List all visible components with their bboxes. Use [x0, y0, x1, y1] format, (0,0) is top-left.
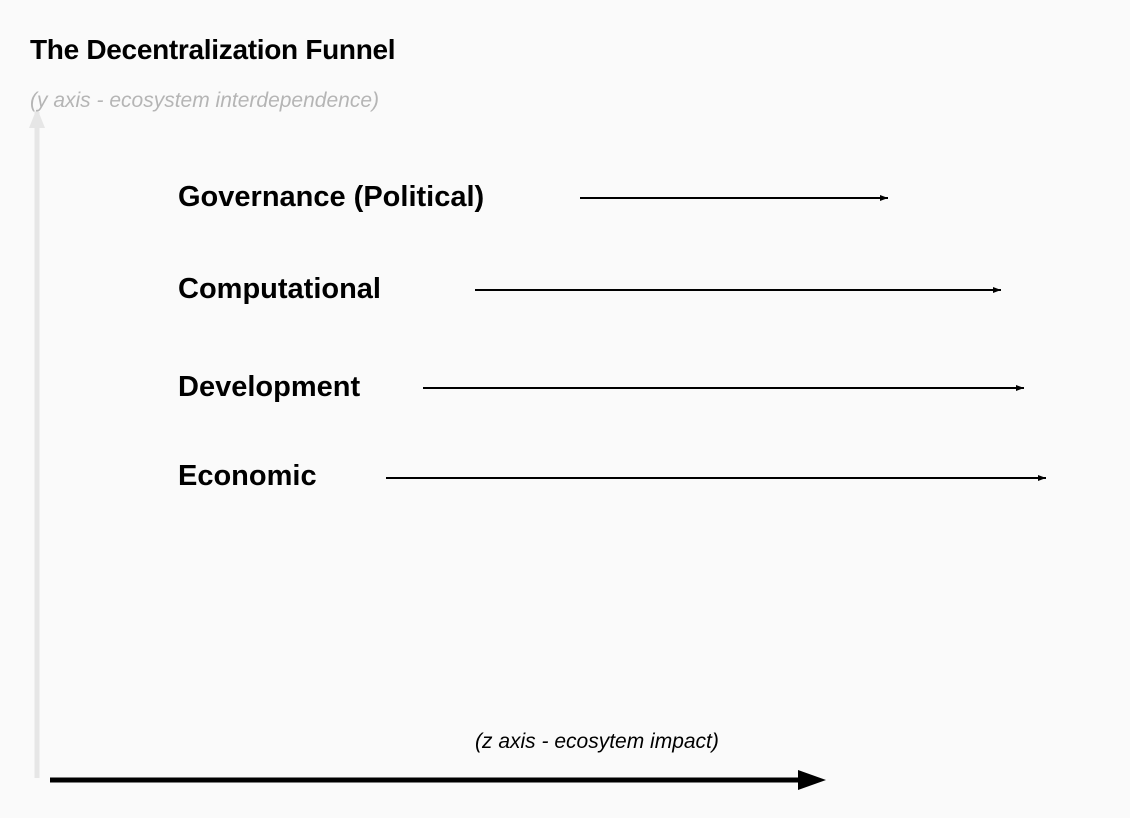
y-axis-arrowhead — [29, 108, 45, 128]
diagram-title: The Decentralization Funnel — [30, 34, 396, 65]
y-axis-label: (y axis - ecosystem interdependence) — [30, 89, 379, 112]
z-axis-label: (z axis - ecosytem impact) — [475, 730, 719, 753]
z-axis-arrowhead — [798, 770, 826, 790]
row-label-governance: Governance (Political) — [178, 181, 485, 213]
row-label-computational: Computational — [178, 273, 381, 305]
row-label-development: Development — [178, 371, 361, 403]
row-label-economic: Economic — [178, 460, 317, 492]
